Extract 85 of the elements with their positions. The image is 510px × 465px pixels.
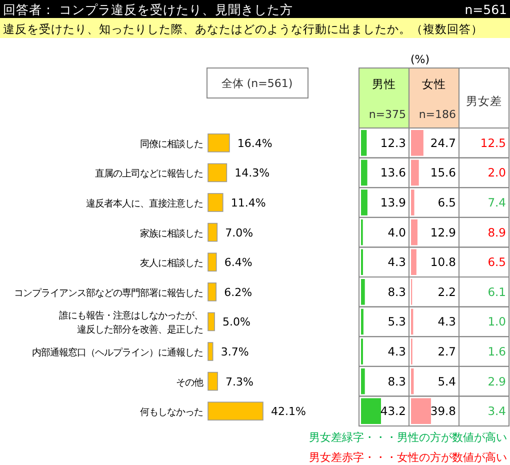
- data-label: 6.5: [488, 255, 506, 270]
- chart-subtitle: n=186: [418, 108, 456, 121]
- chart-title: 男性: [372, 77, 396, 91]
- data-label: 2.2: [438, 284, 456, 299]
- bar: [208, 252, 217, 272]
- bar: [411, 368, 414, 394]
- data-label: 5.3: [388, 314, 406, 329]
- y-tick-label: その他: [176, 377, 203, 388]
- chart-title: 回答者： コンプラ違反を受けたり、見聞きした方: [3, 2, 293, 17]
- data-label: 13.6: [380, 166, 406, 180]
- data-label: 4.3: [388, 255, 406, 270]
- bar: [208, 163, 228, 182]
- data-label: 6.5: [438, 196, 456, 210]
- text: n=561: [464, 2, 507, 17]
- data-label: 7.3%: [226, 375, 254, 388]
- text: (%): [410, 53, 430, 66]
- bar: [208, 222, 218, 242]
- data-label: 24.7: [430, 136, 456, 150]
- data-label: 4.0: [388, 225, 406, 240]
- data-label: 12.5: [480, 136, 506, 150]
- data-label: 12.9: [430, 225, 456, 240]
- data-label: 10.8: [430, 255, 456, 270]
- data-label: 16.4%: [237, 136, 272, 150]
- data-label: 4.3: [438, 314, 456, 329]
- y-tick-label: 違反者本人に、直接注意した: [86, 198, 203, 210]
- data-label: 8.9: [488, 225, 506, 240]
- data-label: 6.1: [488, 284, 506, 299]
- data-label: 11.4%: [230, 196, 266, 210]
- data-label: 5.4: [438, 374, 456, 388]
- data-label: 8.3: [388, 284, 406, 299]
- text: 男女差緑字・・・男性の方が数値が高い: [309, 431, 507, 444]
- data-label: 3.7%: [220, 346, 249, 358]
- data-label: 39.8: [430, 404, 456, 418]
- text: 男女差: [466, 94, 502, 108]
- bar: [208, 342, 214, 361]
- bar: [411, 249, 416, 275]
- chart-subtitle: n=375: [368, 108, 406, 121]
- y-tick-label: 直属の上司などに報告した: [95, 168, 203, 180]
- text: 全体 (n=561): [221, 77, 293, 90]
- bar: [411, 130, 424, 156]
- bar: [361, 279, 365, 305]
- data-label: 8.3: [388, 374, 406, 388]
- y-tick-label: コンプライアンス部などの専門部署に報告した: [14, 288, 203, 299]
- data-label: 6.2%: [224, 286, 252, 299]
- bar: [208, 193, 224, 212]
- bar: [411, 219, 418, 246]
- data-label: 1.0: [488, 314, 506, 329]
- bar: [208, 134, 230, 152]
- data-label: 15.6: [430, 166, 456, 180]
- chart-title: 女性: [422, 77, 446, 91]
- data-label: 14.3%: [234, 166, 270, 180]
- bar: [411, 160, 419, 186]
- bar: [411, 398, 431, 424]
- bar: [208, 312, 215, 332]
- y-tick-label: 誰にも報告・注意はしなかったが、違反した部分を改善、是正した: [59, 310, 203, 336]
- text: 男女差赤字・・・女性の方が数値が高い: [309, 451, 507, 464]
- data-label: 7.4: [488, 196, 506, 210]
- data-label: 6.4%: [224, 256, 252, 270]
- y-tick-label: 同僚に相談した: [140, 138, 203, 150]
- bar: [361, 130, 367, 156]
- data-label: 2.9: [488, 374, 506, 388]
- bar: [208, 372, 218, 391]
- data-label: 4.3: [388, 344, 406, 358]
- y-tick-label: 内部通報窓口（ヘルプライン）に通報した: [32, 348, 203, 358]
- chart-subtitle: 違反を受けたり、知ったりした際、あなたはどのような行動に出ましたか。（複数回答）: [3, 22, 483, 36]
- data-label: 2.7: [438, 344, 456, 358]
- bar: [208, 402, 264, 420]
- data-label: 7.0%: [225, 226, 254, 240]
- data-label: 13.9: [380, 196, 406, 210]
- data-label: 43.2: [380, 404, 406, 418]
- data-label: 12.3: [380, 136, 406, 150]
- bar: [411, 190, 414, 216]
- data-label: 1.6: [488, 344, 506, 358]
- data-label: 3.4: [488, 404, 506, 418]
- data-label: 2.0: [488, 166, 506, 180]
- bar: [361, 190, 368, 216]
- data-label: 42.1%: [271, 405, 306, 418]
- bar: [361, 398, 381, 424]
- bar: [361, 368, 365, 394]
- y-tick-label: 友人に相談した: [140, 258, 203, 270]
- bar: [208, 282, 216, 302]
- y-tick-label: 家族に相談した: [140, 228, 203, 240]
- y-tick-label: 何もしなかった: [140, 407, 203, 418]
- data-label: 5.0%: [222, 316, 250, 329]
- bar: [361, 160, 368, 186]
